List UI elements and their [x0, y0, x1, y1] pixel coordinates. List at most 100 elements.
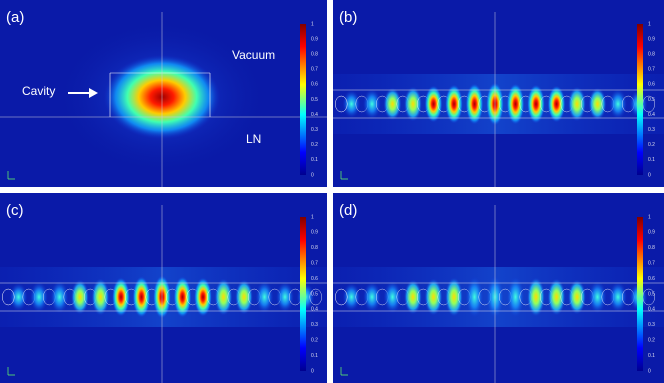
- colorbar-tick-label: 1: [648, 214, 651, 220]
- colorbar: [300, 217, 306, 371]
- panel-label: (c): [6, 202, 24, 219]
- field-lobe: [404, 86, 422, 122]
- colorbar-tick-label: 0.4: [311, 307, 318, 313]
- field-lobe: [276, 281, 294, 313]
- field-lobe: [342, 283, 361, 311]
- field-lobe: [506, 276, 525, 318]
- colorbar-tick-label: 0: [648, 172, 651, 178]
- panel-label: (b): [339, 9, 357, 26]
- field-lobe: [91, 278, 110, 316]
- field-lobe: [588, 280, 607, 314]
- colorbar-tick-label: 0.8: [311, 52, 318, 58]
- colorbar: [300, 24, 306, 175]
- field-lobe: [445, 277, 463, 317]
- field-lobe: [424, 278, 443, 316]
- field-lobe: [363, 281, 381, 313]
- colorbar-tick-label: 0.3: [648, 127, 655, 133]
- colorbar-tick-label: 0.8: [311, 245, 318, 251]
- colorbar-tick-label: 0.3: [648, 322, 655, 328]
- field-lobe: [383, 87, 402, 121]
- colorbar-tick-label: 0.1: [311, 353, 318, 359]
- annotation: Vacuum: [232, 48, 275, 62]
- panel: Cavity Vacuum LN (a) 1 0.9 0.8 0.7 0.6 0.5 0.4 0.3 0…: [0, 0, 327, 187]
- field-lobe: [465, 276, 484, 318]
- axis-triad: [7, 367, 15, 376]
- field-lobe: [568, 86, 586, 122]
- field-lobe: [527, 277, 545, 317]
- field-lobe: [173, 276, 192, 318]
- colorbar-tick-label: 0.4: [311, 112, 318, 118]
- field-lobe: [112, 277, 130, 317]
- colorbar-tick-label: 0.2: [311, 338, 318, 344]
- field-lobe: [342, 90, 361, 118]
- field-lobe: [235, 279, 253, 315]
- field-lobe: [255, 280, 274, 314]
- field-lobe: [547, 278, 566, 316]
- colorbar-tick-label: 0.3: [311, 127, 318, 133]
- colorbar-tick-label: 1: [311, 21, 314, 27]
- field-lobe: [214, 278, 233, 316]
- colorbar-tick-label: 0.3: [311, 322, 318, 328]
- panel: (c) 1 0.9 0.8 0.7 0.6 0.5 0.4 0.3 0.2 0.1 0: [0, 193, 327, 383]
- field-lobe: [9, 283, 28, 311]
- field-lobe: [588, 87, 607, 121]
- axis-triad: [340, 367, 348, 376]
- arrow-head: [89, 88, 98, 98]
- field-lobe: [527, 84, 545, 124]
- colorbar-tick-label: 0.1: [311, 157, 318, 163]
- axis-triad: [340, 171, 348, 180]
- hole: [309, 288, 322, 306]
- colorbar-tick-label: 0.8: [648, 245, 655, 251]
- field-lobe: [132, 276, 151, 318]
- colorbar-tick-label: 0.8: [648, 52, 655, 58]
- annotation: LN: [246, 132, 261, 146]
- field-lobe: [30, 281, 48, 313]
- field-lobe: [50, 280, 69, 314]
- colorbar-tick-label: 0.1: [648, 353, 655, 359]
- colorbar-tick-label: 0.9: [648, 36, 655, 42]
- colorbar-tick-label: 0.6: [311, 276, 318, 282]
- colorbar-tick-label: 0.7: [648, 67, 655, 73]
- field-lobe: [465, 83, 484, 125]
- field-lobe: [609, 88, 627, 120]
- field-lobe: [404, 279, 422, 315]
- axis-triad: [7, 171, 15, 180]
- field-lobe: [445, 84, 463, 124]
- colorbar-tick-label: 0.2: [648, 338, 655, 344]
- colorbar-tick-label: 0: [311, 368, 314, 374]
- panel-label: (a): [6, 9, 24, 26]
- field-lobe: [383, 280, 402, 314]
- colorbar-tick-label: 0.5: [311, 291, 318, 297]
- hole: [335, 288, 348, 306]
- colorbar-tick-label: 0.6: [648, 276, 655, 282]
- colorbar-tick-label: 0.7: [311, 261, 318, 267]
- field-lobe: [363, 88, 381, 120]
- colorbar-tick-label: 0.9: [648, 230, 655, 236]
- colorbar-tick-label: 0.5: [648, 291, 655, 297]
- colorbar-tick-label: 0.2: [648, 142, 655, 148]
- colorbar-tick-label: 0.2: [311, 142, 318, 148]
- colorbar-tick-label: 0.6: [311, 82, 318, 88]
- field-lobe: [547, 85, 566, 123]
- annotation: Cavity: [22, 84, 55, 98]
- field-lobe: [609, 281, 627, 313]
- colorbar-tick-label: 0.9: [311, 36, 318, 42]
- colorbar-tick-label: 0.5: [648, 97, 655, 103]
- colorbar-tick-label: 0.4: [648, 112, 655, 118]
- colorbar-tick-label: 0: [311, 172, 314, 178]
- colorbar-tick-label: 0.1: [648, 157, 655, 163]
- hole: [2, 288, 15, 306]
- colorbar: [637, 217, 643, 371]
- hole: [335, 95, 348, 113]
- field-lobe: [194, 277, 212, 317]
- colorbar-tick-label: 1: [311, 214, 314, 220]
- colorbar-tick-label: 0.9: [311, 230, 318, 236]
- colorbar-tick-label: 1: [648, 21, 651, 27]
- panel: (b) 1 0.9 0.8 0.7 0.6 0.5 0.4 0.3 0.2 0.1 0: [333, 0, 664, 187]
- field-lobe: [506, 83, 525, 125]
- colorbar-tick-label: 0.5: [311, 97, 318, 103]
- field-lobe: [568, 279, 586, 315]
- field-lobe: [71, 279, 89, 315]
- colorbar-tick-label: 0.7: [311, 67, 318, 73]
